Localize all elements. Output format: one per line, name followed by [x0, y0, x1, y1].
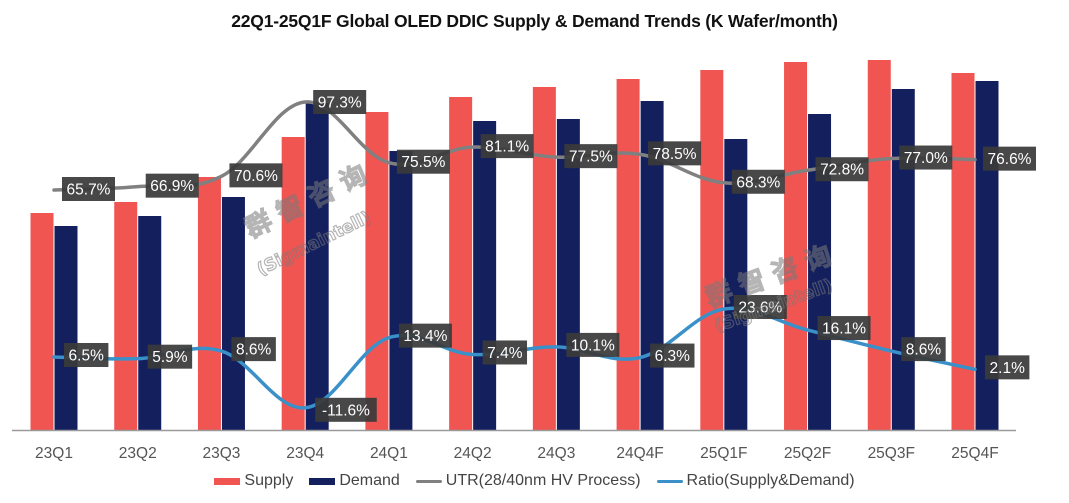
legend-swatch-supply: [214, 477, 241, 485]
utr-label-25Q3F: 77.0%: [904, 150, 948, 167]
ratio-label-25Q3F-box: [901, 337, 946, 362]
x-tick-label: 23Q4: [286, 445, 324, 462]
ratio-label-24Q3: 10.1%: [571, 337, 615, 354]
bar-demand-25Q2F: [808, 114, 832, 430]
x-tick-label: 23Q2: [119, 445, 157, 462]
bar-layer: [30, 60, 999, 430]
ratio-label-24Q1: 13.4%: [403, 328, 447, 345]
utr-label-24Q2: 81.1%: [485, 139, 529, 156]
ratio-label-25Q2F: 16.1%: [822, 321, 866, 338]
utr-label-25Q3F-box: [899, 145, 953, 170]
bar-demand-23Q4: [305, 103, 329, 430]
legend-swatch-demand: [309, 477, 336, 485]
utr-label-24Q4F: 78.5%: [653, 146, 697, 163]
chart-plot: 23Q1 23Q2 23Q3 23Q4 24Q1 24Q2 24Q3 24Q4F 25Q1F 25…: [12, 60, 1036, 462]
bar-supply-23Q2: [114, 202, 138, 430]
x-tick-label: 23Q1: [35, 445, 73, 462]
utr-label-23Q3: 70.6%: [234, 168, 278, 185]
utr-label-25Q1F-box: [731, 169, 785, 194]
bar-supply-25Q2F: [784, 62, 808, 430]
ratio-label-23Q1-box: [64, 343, 109, 367]
utr-label-23Q3-box: [229, 163, 283, 188]
bar-supply-25Q1F: [700, 70, 724, 430]
x-tick-label: 24Q1: [370, 445, 408, 462]
utr-label-23Q2-box: [145, 173, 199, 198]
utr-label-24Q1-box: [396, 149, 450, 174]
ratio-label-23Q1: 6.5%: [69, 348, 105, 365]
chart-title: 22Q1-25Q1F Global OLED DDIC Supply & Dem…: [231, 11, 838, 31]
ratio-label-25Q1F-box: [733, 295, 787, 319]
utr-label-24Q4F-box: [648, 141, 702, 166]
x-tick-label: 24Q4F: [616, 445, 663, 462]
data-label-layer: 65.7% 66.9% 70.6% 97.3% 75.5% 81.1% 77.5% 78.5%…: [62, 90, 1036, 422]
utr-label-23Q4-box: [313, 90, 367, 114]
ratio-label-23Q2-box: [147, 344, 193, 369]
utr-label-23Q1-box: [62, 177, 115, 201]
bar-supply-25Q4F: [951, 73, 975, 430]
utr-label-25Q2F: 72.8%: [820, 162, 864, 179]
x-tick-label: 24Q2: [454, 445, 492, 462]
bar-demand-23Q1: [54, 226, 78, 430]
x-tick-label: 25Q2F: [784, 445, 831, 462]
bar-demand-25Q1F: [724, 139, 748, 430]
ratio-label-24Q2: 7.4%: [487, 345, 523, 362]
x-tick-label: 25Q4F: [951, 445, 998, 462]
ratio-label-24Q2-box: [482, 340, 528, 365]
bar-demand-24Q2: [473, 121, 497, 430]
utr-label-25Q1F: 68.3%: [736, 174, 780, 191]
legend-label-demand: Demand: [339, 472, 400, 489]
legend-label-ratio: Ratio(Supply&Demand): [686, 472, 855, 489]
ratio-label-25Q2F-box: [817, 316, 871, 341]
bar-supply-24Q3: [532, 87, 556, 430]
utr-label-25Q4F: 76.6%: [988, 151, 1032, 168]
utr-label-24Q2-box: [480, 134, 534, 159]
x-tick-labels: 23Q1 23Q2 23Q3 23Q4 24Q1 24Q2 24Q3 24Q4F 25Q1F 25…: [35, 445, 999, 462]
ratio-label-24Q1-box: [398, 323, 452, 348]
ratio-label-25Q4F: 2.1%: [990, 360, 1026, 377]
ratio-label-23Q2: 5.9%: [152, 349, 188, 366]
utr-label-24Q1: 75.5%: [401, 154, 445, 171]
ratio-label-23Q4: -11.6%: [322, 402, 370, 419]
x-tick-label: 25Q1F: [700, 445, 747, 462]
bar-demand-23Q2: [138, 216, 162, 430]
legend-item-utr[interactable]: UTR(28/40nm HV Process): [415, 472, 641, 490]
bar-supply-24Q2: [449, 97, 473, 430]
bar-supply-23Q1: [30, 213, 54, 430]
ratio-label-24Q3-box: [566, 332, 620, 357]
legend-label-supply: Supply: [244, 472, 294, 489]
bar-demand-24Q1: [389, 151, 413, 430]
ratio-label-25Q4F-box: [985, 355, 1030, 380]
bar-supply-24Q4F: [616, 79, 640, 430]
legend-label-utr: UTR(28/40nm HV Process): [445, 472, 641, 489]
ratio-label-25Q3F: 8.6%: [906, 342, 942, 359]
ratio-label-23Q3-box: [231, 337, 276, 362]
utr-label-23Q2: 66.9%: [150, 178, 194, 195]
x-tick-label: 23Q3: [202, 445, 240, 462]
ratio-label-24Q4F-box: [650, 343, 695, 368]
legend-swatch-utr: [415, 479, 442, 483]
ratio-label-25Q1F: 23.6%: [738, 300, 782, 317]
bar-demand-23Q3: [221, 197, 245, 430]
utr-label-25Q2F-box: [815, 157, 869, 182]
bar-supply-23Q3: [197, 177, 221, 430]
legend-item-demand[interactable]: Demand: [309, 472, 400, 490]
bar-supply-23Q4: [281, 137, 305, 430]
utr-label-23Q4: 97.3%: [318, 95, 362, 112]
x-tick-label: 24Q3: [537, 445, 575, 462]
bar-supply-25Q3F: [867, 60, 891, 430]
bar-demand-25Q3F: [891, 89, 915, 430]
legend: Supply Demand UTR(28/40nm HV Process) Ra…: [0, 472, 1069, 490]
legend-swatch-ratio: [656, 479, 683, 483]
ratio-label-23Q3: 8.6%: [236, 342, 272, 359]
legend-item-supply[interactable]: Supply: [214, 472, 293, 490]
utr-label-25Q4F-box: [983, 146, 1036, 171]
ratio-label-23Q4-box: [315, 397, 377, 422]
utr-label-24Q3: 77.5%: [569, 149, 613, 166]
x-tick-label: 25Q3F: [868, 445, 915, 462]
legend-item-ratio[interactable]: Ratio(Supply&Demand): [656, 472, 855, 490]
utr-label-23Q1: 65.7%: [67, 182, 111, 199]
utr-label-24Q3-box: [564, 144, 618, 169]
ratio-label-24Q4F: 6.3%: [655, 348, 691, 365]
